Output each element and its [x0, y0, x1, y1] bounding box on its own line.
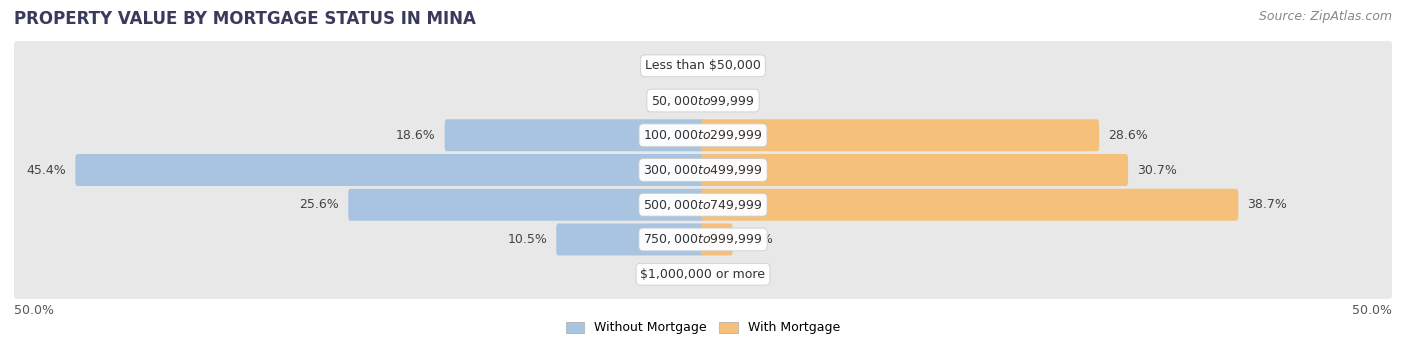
- FancyBboxPatch shape: [13, 215, 1393, 264]
- Text: 38.7%: 38.7%: [1247, 198, 1286, 211]
- Text: $100,000 to $299,999: $100,000 to $299,999: [644, 128, 762, 142]
- FancyBboxPatch shape: [349, 189, 704, 221]
- Text: 0.0%: 0.0%: [724, 59, 755, 72]
- Text: $50,000 to $99,999: $50,000 to $99,999: [651, 94, 755, 107]
- Text: $1,000,000 or more: $1,000,000 or more: [641, 268, 765, 281]
- FancyBboxPatch shape: [76, 154, 704, 186]
- FancyBboxPatch shape: [13, 110, 1393, 160]
- Text: 2.0%: 2.0%: [741, 233, 773, 246]
- Text: 10.5%: 10.5%: [508, 233, 547, 246]
- Text: 0.0%: 0.0%: [724, 268, 755, 281]
- FancyBboxPatch shape: [13, 180, 1393, 230]
- Text: $300,000 to $499,999: $300,000 to $499,999: [644, 163, 762, 177]
- Text: 18.6%: 18.6%: [396, 129, 436, 142]
- Text: 0.0%: 0.0%: [724, 94, 755, 107]
- Text: Less than $50,000: Less than $50,000: [645, 59, 761, 72]
- Text: $500,000 to $749,999: $500,000 to $749,999: [644, 198, 762, 212]
- Text: 50.0%: 50.0%: [1353, 304, 1392, 318]
- FancyBboxPatch shape: [702, 223, 733, 255]
- Text: 50.0%: 50.0%: [14, 304, 53, 318]
- FancyBboxPatch shape: [13, 76, 1393, 125]
- FancyBboxPatch shape: [702, 154, 1128, 186]
- Text: 30.7%: 30.7%: [1137, 164, 1177, 176]
- FancyBboxPatch shape: [444, 119, 704, 151]
- Text: 45.4%: 45.4%: [27, 164, 66, 176]
- FancyBboxPatch shape: [557, 223, 704, 255]
- FancyBboxPatch shape: [13, 250, 1393, 299]
- Legend: Without Mortgage, With Mortgage: Without Mortgage, With Mortgage: [561, 317, 845, 339]
- FancyBboxPatch shape: [13, 41, 1393, 90]
- FancyBboxPatch shape: [13, 145, 1393, 195]
- FancyBboxPatch shape: [702, 119, 1099, 151]
- FancyBboxPatch shape: [702, 189, 1239, 221]
- Text: 25.6%: 25.6%: [299, 198, 339, 211]
- Text: $750,000 to $999,999: $750,000 to $999,999: [644, 233, 762, 246]
- Text: 0.0%: 0.0%: [651, 94, 682, 107]
- Text: 0.0%: 0.0%: [651, 268, 682, 281]
- Text: 28.6%: 28.6%: [1108, 129, 1147, 142]
- Text: Source: ZipAtlas.com: Source: ZipAtlas.com: [1258, 10, 1392, 23]
- Text: 0.0%: 0.0%: [651, 59, 682, 72]
- Text: PROPERTY VALUE BY MORTGAGE STATUS IN MINA: PROPERTY VALUE BY MORTGAGE STATUS IN MIN…: [14, 10, 477, 28]
